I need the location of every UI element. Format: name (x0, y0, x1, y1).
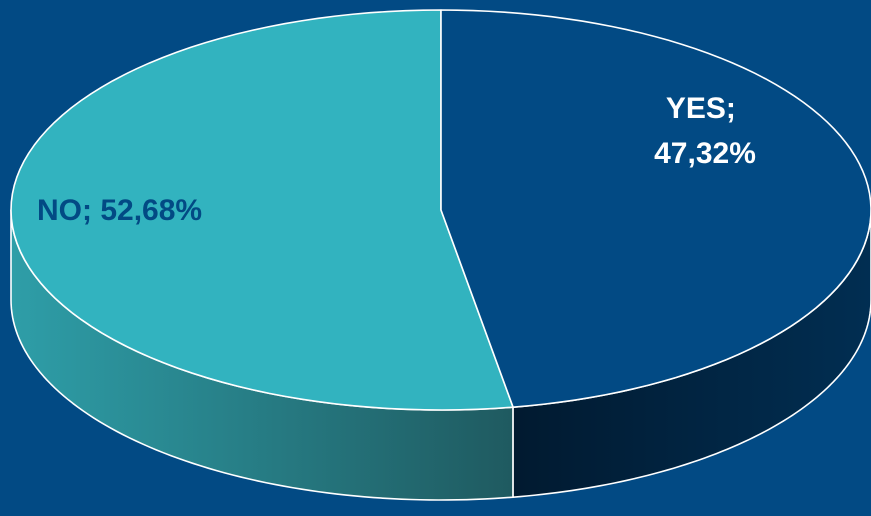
slice-label-no: NO; 52,68% (37, 194, 202, 227)
slice-label-no-line1: NO; 52,68% (37, 194, 202, 227)
pie-slice-no (10, 9, 514, 411)
slice-label-yes-line2: 47,32% (654, 137, 756, 170)
slice-label-yes: YES; 47,32% (654, 92, 756, 170)
pie-slice-yes (440, 9, 871, 408)
slice-label-yes-line1: YES; (666, 92, 736, 125)
